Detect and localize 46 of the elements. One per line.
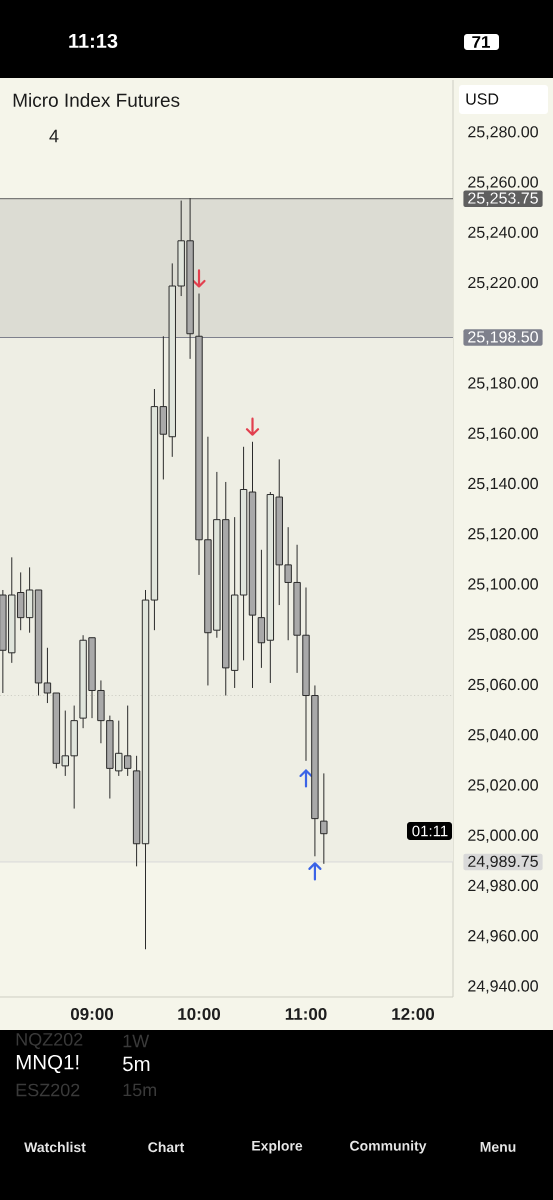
text: MNQ1! [16, 1054, 79, 1074]
y-tick-label: 25,060.00 [468, 678, 538, 693]
y-tick-label: 25,280.00 [468, 126, 538, 140]
point [245, 417, 260, 436]
text: Community [350, 1140, 427, 1154]
y-tick-label: 24,980.00 [468, 879, 538, 894]
text: 1W [123, 1034, 150, 1048]
annotation: 4 [49, 129, 59, 143]
x-tick-label: 09:00 [70, 1007, 114, 1021]
y-tick-label: 24,940.00 [468, 980, 538, 994]
text: Watchlist [24, 1141, 86, 1153]
y-tick-label: 25,220.00 [468, 276, 538, 291]
point [192, 269, 206, 288]
y-tick-label: 25,000.00 [468, 829, 538, 843]
y-tick-label: 25,240.00 [468, 226, 538, 240]
ref-line-label: 24,989.75 [468, 855, 538, 869]
text: Explore [252, 1140, 303, 1154]
text: 15m [123, 1083, 157, 1097]
text: Micro Index Futures [13, 93, 180, 107]
candlestick [320, 772, 328, 865]
x-tick-label: 12:00 [392, 1007, 435, 1021]
text: USD [466, 93, 499, 105]
ref-line-label: 25,198.50 [468, 331, 538, 345]
y-tick-label: 25,180.00 [468, 377, 538, 391]
text: Menu [480, 1142, 516, 1152]
x-tick-label: 11:00 [285, 1007, 327, 1021]
y-tick-label: 25,120.00 [468, 528, 538, 542]
y-tick-label: 25,020.00 [468, 779, 538, 793]
y-tick-label: 25,160.00 [468, 427, 538, 441]
annotation: 01:11 [412, 825, 448, 837]
text: ESZ202 [16, 1083, 80, 1097]
y-tick-label: 25,260.00 [468, 176, 538, 190]
y-tick-label: 25,140.00 [468, 477, 538, 492]
y-tick-label: 25,040.00 [468, 729, 538, 743]
text: 71 [472, 36, 490, 48]
ref-line-label: 25,253.75 [468, 192, 538, 206]
point [299, 769, 313, 788]
text: 11:13 [69, 33, 118, 49]
y-tick-label: 24,960.00 [468, 930, 538, 944]
text: NQZ202 [16, 1033, 83, 1049]
y-tick-label: 25,080.00 [468, 628, 538, 642]
y-tick-label: 25,100.00 [468, 578, 538, 592]
point [308, 862, 322, 881]
text: 5m [123, 1056, 150, 1072]
text: Chart [148, 1141, 185, 1153]
x-tick-label: 10:00 [178, 1007, 221, 1021]
